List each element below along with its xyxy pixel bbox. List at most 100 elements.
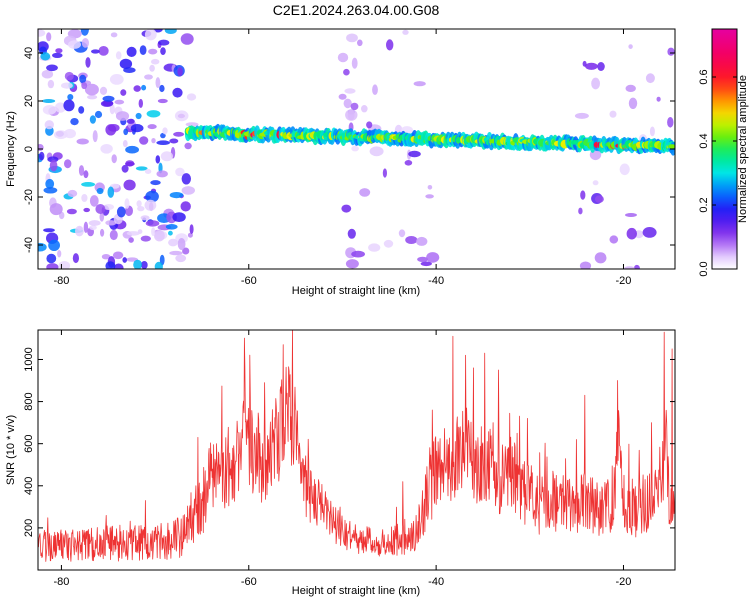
heatmap-cell: [157, 98, 168, 104]
colorbar-label: Normalized spectral amplitude: [737, 75, 749, 223]
heatmap-cell: [99, 212, 105, 222]
heatmap-cell: [656, 96, 661, 102]
heatmap-cell: [345, 109, 358, 121]
heatmap-y-axis-label: Frequency (Hz): [5, 111, 17, 187]
heatmap-cell: [87, 94, 98, 100]
heatmap-cell: [668, 144, 675, 149]
heatmap-cell: [140, 261, 148, 269]
heatmap-cell: [609, 110, 617, 118]
heatmap-cell: [130, 124, 144, 133]
heatmap-cell: [44, 120, 54, 130]
heatmap-cell: [427, 185, 433, 190]
heatmap-cell: [123, 128, 129, 136]
colorbar-frame: [711, 28, 738, 270]
heatmap-cell: [351, 250, 365, 258]
heatmap-cell: [123, 67, 136, 73]
heatmap-cell: [124, 161, 135, 167]
heatmap-cell: [46, 32, 52, 42]
heatmap-cell: [112, 251, 124, 260]
heatmap-cell: [105, 220, 117, 226]
y-tick-label: -20: [23, 189, 35, 205]
heatmap-cell: [41, 69, 54, 79]
heatmap-cell: [341, 204, 352, 213]
heatmap-cell: [361, 105, 368, 113]
heatmap-cell: [574, 112, 589, 119]
heatmap-cell: [343, 68, 350, 76]
y-tick-label: 20: [23, 95, 35, 107]
x-tick-label: -20: [616, 576, 632, 588]
heatmap-cell: [94, 110, 103, 119]
heatmap-cell: [628, 44, 633, 49]
heatmap-cell: [420, 261, 432, 267]
heatmap-cell: [64, 71, 74, 81]
heatmap-cell: [160, 151, 173, 162]
heatmap-cell: [168, 230, 173, 236]
heatmap-cell: [98, 46, 109, 56]
heatmap-cell: [67, 189, 78, 198]
heatmap-cell: [151, 58, 160, 65]
heatmap-cell: [140, 235, 151, 242]
heatmap-cell: [99, 86, 108, 95]
heatmap-cell: [47, 156, 59, 163]
heatmap-cell: [55, 102, 66, 113]
heatmap-cell: [633, 264, 640, 269]
heatmap-cell: [109, 229, 118, 241]
heatmap-cell: [120, 89, 127, 96]
heatmap-cell: [591, 77, 600, 90]
heatmap-cell: [175, 167, 185, 177]
snr-series-line: [38, 330, 675, 562]
heatmap-cell: [169, 250, 183, 256]
heatmap-cell: [359, 188, 371, 197]
heatmap-cell: [83, 221, 89, 233]
x-tick-label: -60: [241, 275, 257, 287]
heatmap-cell: [156, 140, 170, 145]
heatmap-cell: [169, 138, 179, 144]
heatmap-cell: [63, 159, 72, 169]
chart-title: C2E1.2024.263.04.00.G08: [273, 2, 440, 18]
heatmap-cell: [405, 236, 418, 244]
heatmap-cell: [105, 261, 116, 269]
heatmap-cell: [149, 202, 154, 212]
colorbar: 0.0 0.2 0.4 0.6 Normalized spectral amplitu…: [698, 28, 749, 277]
heatmap-cell: [119, 58, 133, 69]
heatmap-cell: [180, 201, 191, 212]
heatmap-cell: [343, 98, 352, 109]
heatmap-cell: [136, 200, 142, 208]
heatmap-cell: [38, 29, 46, 37]
heatmap-cell: [155, 155, 161, 164]
heatmap-cell: [386, 39, 394, 51]
heatmap-cell: [357, 39, 363, 47]
heatmap-cell: [42, 105, 57, 115]
heatmap-cell: [185, 122, 199, 127]
heatmap-cell: [147, 124, 157, 130]
heatmap-cell: [67, 94, 74, 101]
heatmap-panel: -80 -60 -40 -20 -40 -20 0 20 40 Height of strai…: [5, 28, 676, 297]
heatmap-cell: [146, 110, 161, 118]
heatmap-cell: [38, 242, 47, 252]
heatmap-cell: [151, 227, 156, 237]
heatmap-cell: [70, 118, 79, 126]
heatmap-cell: [100, 144, 113, 154]
y-tick-label: 800: [23, 392, 35, 410]
snr-y-ticks: 200 400 600 800 1000: [23, 347, 675, 537]
x-tick-label: -60: [241, 576, 257, 588]
heatmap-cell: [578, 207, 583, 215]
heatmap-cell: [81, 38, 89, 48]
heatmap-cell: [95, 204, 106, 214]
heatmap-cell: [144, 29, 157, 41]
heatmap-cell: [594, 252, 607, 264]
heatmap-cell: [137, 206, 145, 212]
heatmap-cell: [159, 84, 165, 93]
heatmap-cell: [123, 179, 136, 191]
heatmap-cell: [347, 228, 356, 239]
heatmap-cell: [105, 124, 117, 136]
heatmap-cell: [83, 207, 90, 213]
y-tick-label: 600: [23, 435, 35, 453]
y-tick-label: 400: [23, 477, 35, 495]
heatmap-cell: [125, 145, 139, 154]
heatmap-cell: [43, 228, 55, 233]
heatmap-cell: [124, 198, 130, 209]
y-tick-label: 1000: [23, 347, 35, 371]
heatmap-cell: [133, 85, 141, 92]
